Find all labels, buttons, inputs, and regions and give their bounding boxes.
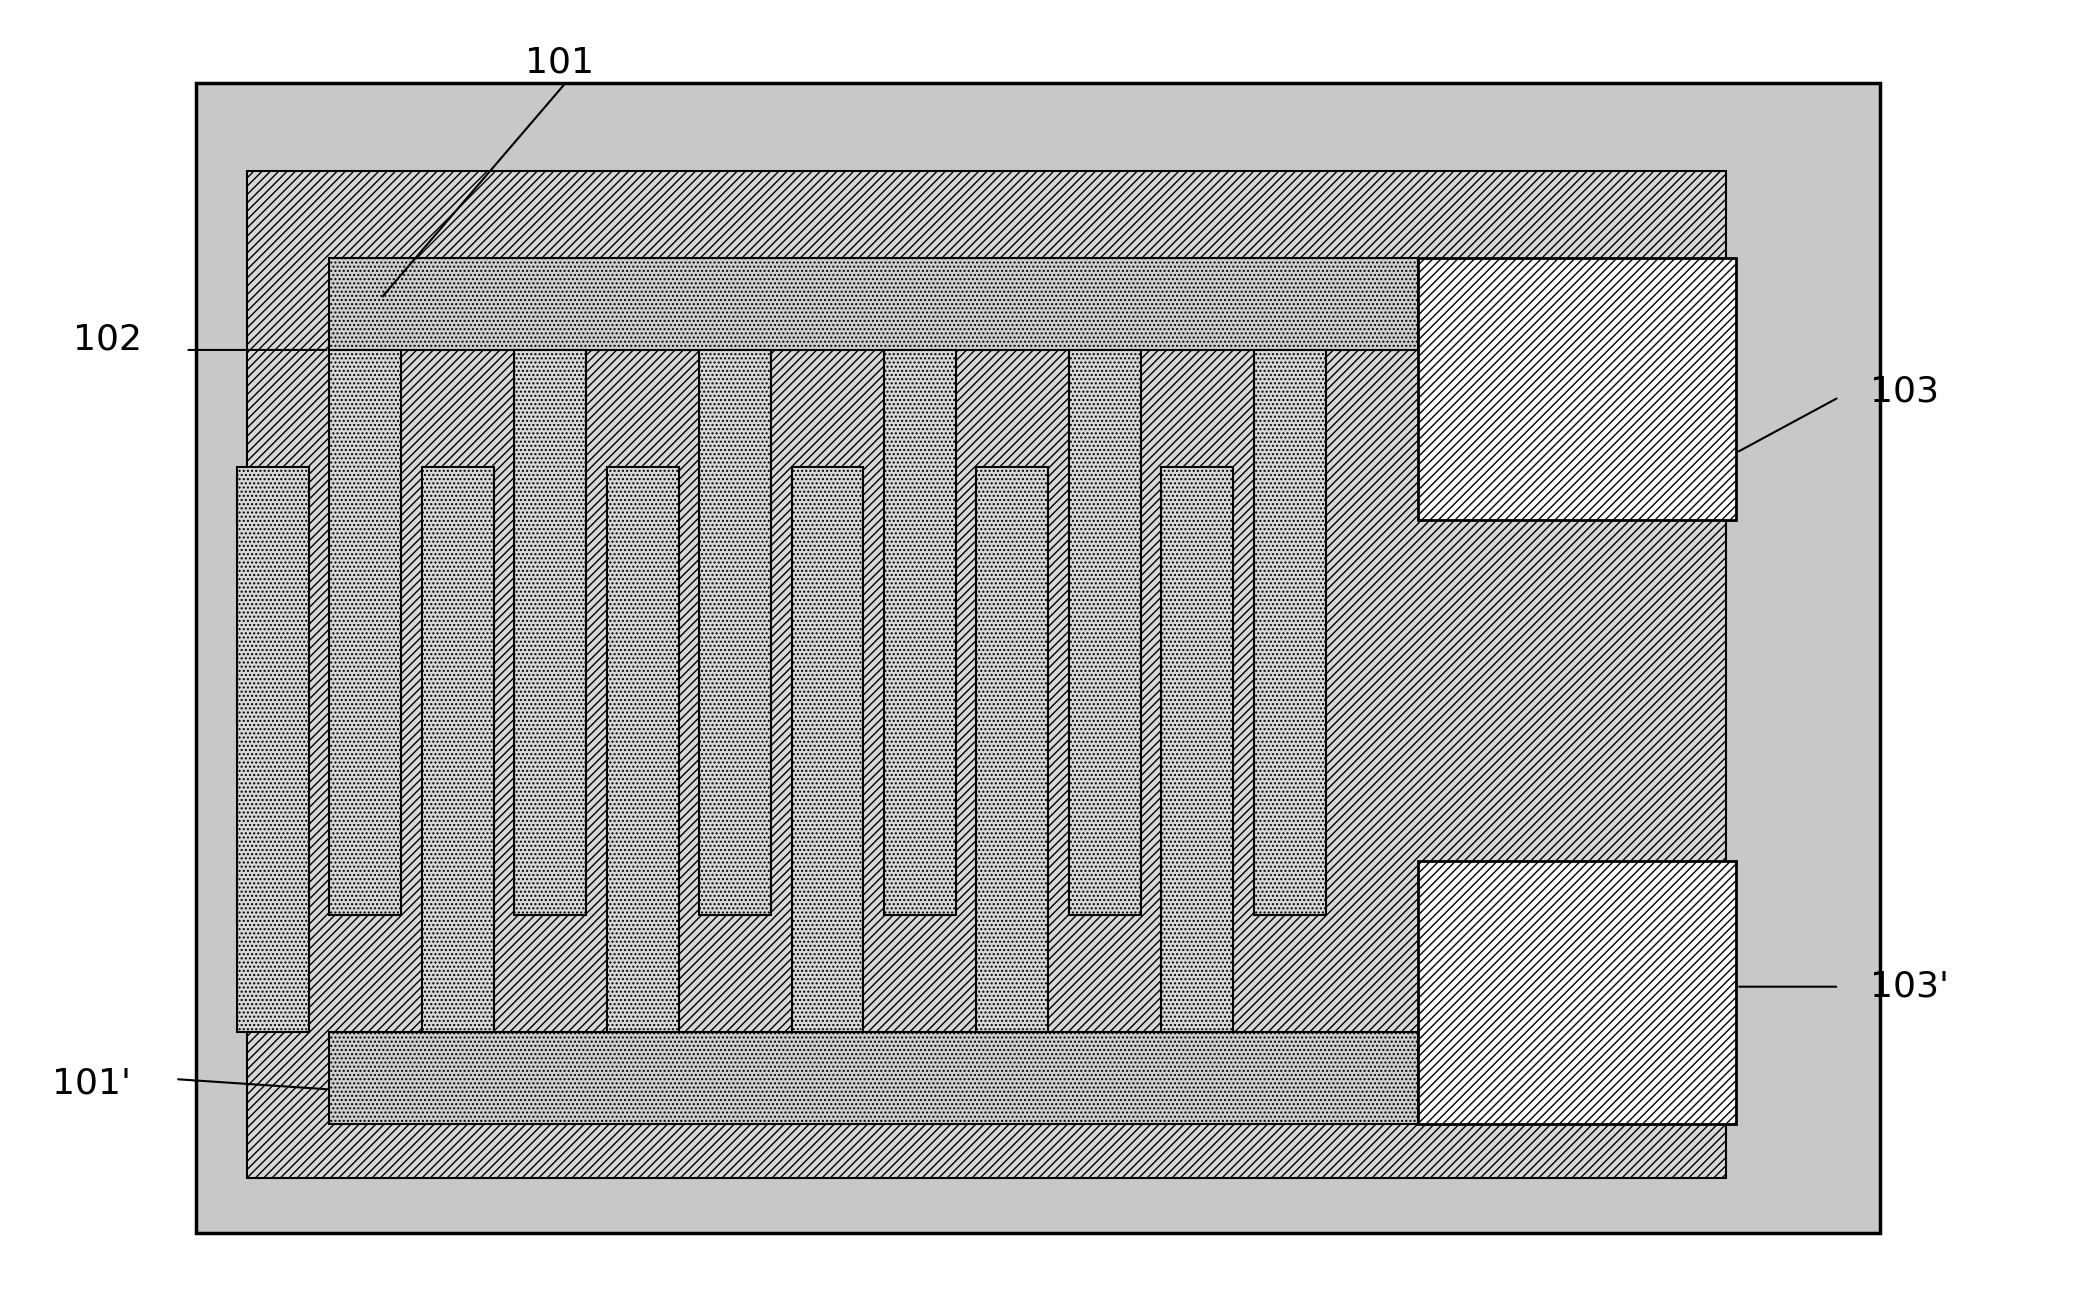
Text: 102: 102: [73, 323, 141, 357]
Bar: [195, 83, 1881, 1233]
Bar: [330, 350, 401, 914]
Bar: [791, 467, 864, 1031]
Bar: [515, 350, 585, 914]
Bar: [606, 467, 679, 1031]
Text: 103: 103: [1870, 374, 1939, 408]
Bar: [330, 1031, 1418, 1124]
Bar: [1254, 350, 1327, 914]
Bar: [1160, 467, 1233, 1031]
Bar: [330, 257, 1418, 350]
Bar: [1418, 862, 1736, 1124]
Bar: [700, 350, 770, 914]
Bar: [237, 467, 309, 1031]
Bar: [976, 467, 1048, 1031]
Text: 101': 101': [52, 1067, 131, 1101]
Bar: [247, 172, 1725, 1178]
Bar: [1418, 257, 1736, 521]
Text: 101: 101: [525, 46, 594, 80]
Bar: [1069, 350, 1140, 914]
Bar: [884, 350, 955, 914]
Bar: [421, 467, 494, 1031]
Text: 103': 103': [1870, 970, 1949, 1004]
